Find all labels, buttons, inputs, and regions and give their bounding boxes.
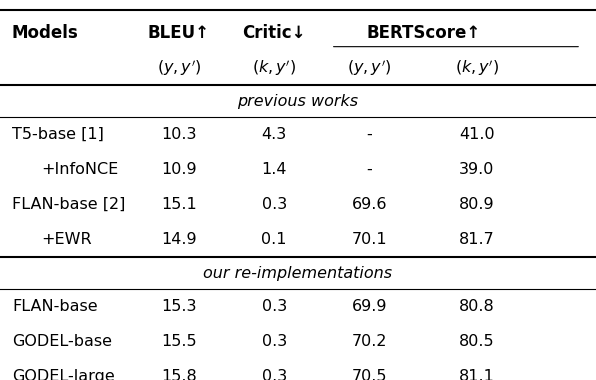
Text: 80.5: 80.5 bbox=[459, 334, 495, 349]
Text: 70.5: 70.5 bbox=[352, 369, 387, 380]
Text: -: - bbox=[367, 127, 372, 142]
Text: 10.3: 10.3 bbox=[161, 127, 197, 142]
Text: 4.3: 4.3 bbox=[262, 127, 287, 142]
Text: 81.7: 81.7 bbox=[459, 232, 495, 247]
Text: BERTScore↑: BERTScore↑ bbox=[366, 24, 480, 43]
Text: 80.8: 80.8 bbox=[459, 299, 495, 314]
Text: 41.0: 41.0 bbox=[459, 127, 495, 142]
Text: 0.3: 0.3 bbox=[262, 369, 287, 380]
Text: +EWR: +EWR bbox=[42, 232, 92, 247]
Text: 70.1: 70.1 bbox=[352, 232, 387, 247]
Text: previous works: previous works bbox=[237, 94, 359, 109]
Text: $(k, y^\prime)$: $(k, y^\prime)$ bbox=[252, 58, 296, 79]
Text: 15.3: 15.3 bbox=[161, 299, 197, 314]
Text: 14.9: 14.9 bbox=[161, 232, 197, 247]
Text: 0.3: 0.3 bbox=[262, 197, 287, 212]
Text: 0.3: 0.3 bbox=[262, 299, 287, 314]
Text: FLAN-base [2]: FLAN-base [2] bbox=[12, 197, 125, 212]
Text: 1.4: 1.4 bbox=[262, 162, 287, 177]
Text: Models: Models bbox=[12, 24, 79, 43]
Text: FLAN-base: FLAN-base bbox=[12, 299, 98, 314]
Text: 81.1: 81.1 bbox=[459, 369, 495, 380]
Text: 0.1: 0.1 bbox=[262, 232, 287, 247]
Text: +InfoNCE: +InfoNCE bbox=[42, 162, 119, 177]
Text: 69.9: 69.9 bbox=[352, 299, 387, 314]
Text: 69.6: 69.6 bbox=[352, 197, 387, 212]
Text: GODEL-base: GODEL-base bbox=[12, 334, 112, 349]
Text: Critic↓: Critic↓ bbox=[243, 24, 306, 43]
Text: our re-implementations: our re-implementations bbox=[203, 266, 393, 281]
Text: 15.8: 15.8 bbox=[161, 369, 197, 380]
Text: BLEU↑: BLEU↑ bbox=[148, 24, 210, 43]
Text: $(y, y^\prime)$: $(y, y^\prime)$ bbox=[347, 58, 392, 79]
Text: $(k, y^\prime)$: $(k, y^\prime)$ bbox=[455, 58, 499, 79]
Text: 0.3: 0.3 bbox=[262, 334, 287, 349]
Text: GODEL-large: GODEL-large bbox=[12, 369, 114, 380]
Text: -: - bbox=[367, 162, 372, 177]
Text: T5-base [1]: T5-base [1] bbox=[12, 127, 104, 142]
Text: 80.9: 80.9 bbox=[459, 197, 495, 212]
Text: 70.2: 70.2 bbox=[352, 334, 387, 349]
Text: $(y, y^\prime)$: $(y, y^\prime)$ bbox=[157, 58, 201, 79]
Text: 10.9: 10.9 bbox=[161, 162, 197, 177]
Text: 15.1: 15.1 bbox=[161, 197, 197, 212]
Text: 39.0: 39.0 bbox=[459, 162, 495, 177]
Text: 15.5: 15.5 bbox=[161, 334, 197, 349]
